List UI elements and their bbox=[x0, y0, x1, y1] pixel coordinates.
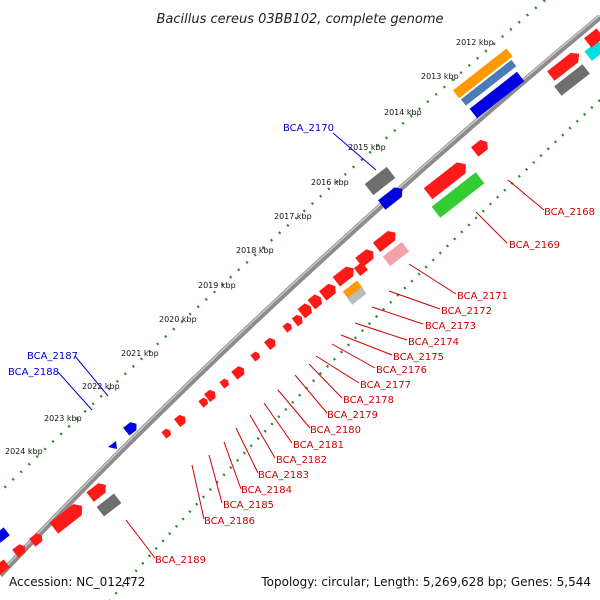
gene-blue[interactable] bbox=[378, 184, 406, 210]
gene-label: BCA_2184 bbox=[241, 485, 292, 496]
gene-label: BCA_2170 bbox=[283, 123, 334, 134]
gene-red[interactable] bbox=[332, 263, 358, 287]
gene-cyan[interactable] bbox=[584, 39, 600, 61]
gene-gray[interactable] bbox=[96, 493, 122, 517]
gene-red[interactable] bbox=[547, 49, 583, 81]
gene-lightgray[interactable] bbox=[347, 287, 367, 305]
gene-red[interactable] bbox=[0, 559, 10, 575]
inner-genes[interactable] bbox=[0, 137, 491, 575]
tick-label: 2012 kbp bbox=[456, 38, 494, 47]
kbp-ticks: 2012 kbp 2013 kbp 2014 kbp 2015 kbp 2016… bbox=[5, 38, 494, 456]
gene-red[interactable] bbox=[307, 293, 325, 310]
gene-blue[interactable] bbox=[123, 420, 139, 436]
map-title: Bacillus cereus 03BB102, complete genome bbox=[156, 12, 443, 27]
gene-orange[interactable] bbox=[452, 48, 513, 99]
gene-red[interactable] bbox=[319, 281, 339, 301]
gene-red[interactable] bbox=[584, 28, 600, 48]
tick-label: 2019 kbp bbox=[198, 281, 236, 290]
gene-label: BCA_2176 bbox=[376, 365, 427, 376]
accession-text: Accession: NC_012472 bbox=[9, 575, 145, 589]
gene-label: BCA_2172 bbox=[441, 306, 492, 317]
gene-gray[interactable] bbox=[364, 166, 396, 196]
gene-blue-small[interactable] bbox=[108, 441, 117, 449]
gene-label: BCA_2179 bbox=[327, 410, 378, 421]
gene-red[interactable] bbox=[198, 396, 209, 408]
gene-label: BCA_2187 bbox=[27, 351, 78, 362]
gene-label: BCA_2189 bbox=[155, 555, 206, 566]
gene-red[interactable] bbox=[203, 388, 218, 403]
gene-label: BCA_2168 bbox=[544, 207, 595, 218]
gene-red[interactable] bbox=[471, 137, 491, 157]
gene-blue[interactable] bbox=[469, 71, 525, 119]
gene-red[interactable] bbox=[355, 247, 377, 268]
tick-label: 2015 kbp bbox=[348, 143, 386, 152]
gene-label: BCA_2181 bbox=[293, 440, 344, 451]
gene-orange[interactable] bbox=[342, 280, 364, 300]
gene-red[interactable] bbox=[291, 313, 305, 327]
gene-label: BCA_2183 bbox=[258, 470, 309, 481]
gene-red[interactable] bbox=[173, 413, 188, 428]
gene-label: BCA_2175 bbox=[393, 352, 444, 363]
gene-label: BCA_2180 bbox=[310, 425, 361, 436]
gene-label: BCA_2171 bbox=[457, 291, 508, 302]
gene-red[interactable] bbox=[49, 500, 87, 534]
gene-label: BCA_2174 bbox=[408, 337, 459, 348]
tick-label: 2014 kbp bbox=[384, 108, 422, 117]
gene-blue[interactable] bbox=[0, 527, 10, 544]
tick-label: 2013 kbp bbox=[421, 72, 459, 81]
blue-leaders bbox=[57, 132, 377, 411]
gene-label: BCA_2185 bbox=[223, 500, 274, 511]
gene-pink[interactable] bbox=[382, 241, 410, 267]
blue-gene-labels: BCA_2170 BCA_2187 BCA_2188 bbox=[8, 123, 334, 378]
gene-red[interactable] bbox=[231, 364, 247, 380]
tick-label: 2022 kbp bbox=[82, 382, 120, 391]
genome-backbone bbox=[0, 14, 600, 578]
gene-red[interactable] bbox=[161, 427, 172, 439]
gene-red[interactable] bbox=[250, 350, 261, 362]
gene-red[interactable] bbox=[297, 302, 315, 319]
gene-label: BCA_2169 bbox=[509, 240, 560, 251]
red-leaders bbox=[125, 179, 545, 559]
gene-label: BCA_2188 bbox=[8, 367, 59, 378]
gene-red[interactable] bbox=[372, 228, 399, 253]
tick-label: 2023 kbp bbox=[44, 414, 82, 423]
genome-backbone-highlight bbox=[0, 14, 600, 574]
inner-tick-track bbox=[109, 99, 600, 600]
tick-label: 2016 kbp bbox=[311, 178, 349, 187]
gene-label: BCA_2186 bbox=[204, 516, 255, 527]
gene-red[interactable] bbox=[219, 377, 230, 389]
topology-summary: Topology: circular; Length: 5,269,628 bp… bbox=[260, 575, 591, 589]
tick-label: 2020 kbp bbox=[159, 315, 197, 324]
red-gene-labels: BCA_2168 BCA_2169 BCA_2171 BCA_2172 BCA_… bbox=[155, 207, 595, 566]
outer-small-genes[interactable] bbox=[0, 420, 140, 544]
gene-red[interactable] bbox=[282, 321, 293, 333]
gene-label: BCA_2178 bbox=[343, 395, 394, 406]
gene-steelblue[interactable] bbox=[460, 59, 517, 106]
outer-genes[interactable] bbox=[364, 28, 600, 210]
gene-red[interactable] bbox=[12, 542, 28, 558]
gene-label: BCA_2182 bbox=[276, 455, 327, 466]
tick-label: 2021 kbp bbox=[121, 349, 159, 358]
gene-gray[interactable] bbox=[554, 64, 590, 96]
gene-red[interactable] bbox=[423, 159, 470, 200]
gene-label: BCA_2177 bbox=[360, 380, 411, 391]
gene-label: BCA_2173 bbox=[425, 321, 476, 332]
gene-red[interactable] bbox=[86, 480, 109, 502]
gene-red[interactable] bbox=[263, 336, 278, 351]
tick-label: 2017 kbp bbox=[274, 212, 312, 221]
gene-red[interactable] bbox=[29, 531, 45, 547]
gene-red[interactable] bbox=[353, 261, 369, 277]
tick-label: 2024 kbp bbox=[5, 447, 43, 456]
tick-label: 2018 kbp bbox=[236, 246, 274, 255]
gene-green[interactable] bbox=[431, 172, 485, 218]
